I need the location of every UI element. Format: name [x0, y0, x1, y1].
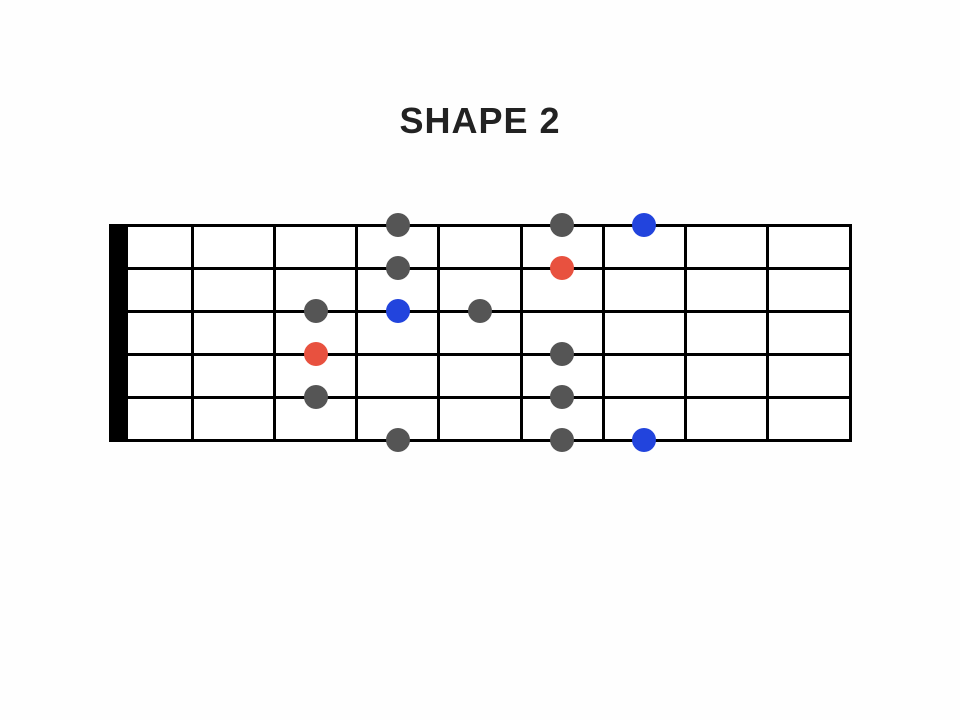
fret-line: [355, 224, 358, 442]
string-line: [110, 396, 850, 399]
string-line: [110, 224, 850, 227]
note-dot: [632, 428, 656, 452]
fret-line: [766, 224, 769, 442]
fret-line: [520, 224, 523, 442]
string-line: [110, 267, 850, 270]
note-dot: [468, 299, 492, 323]
note-dot: [386, 213, 410, 237]
string-line: [110, 353, 850, 356]
fret-line: [849, 224, 852, 442]
note-dot: [550, 428, 574, 452]
note-dot: [550, 385, 574, 409]
fret-line: [273, 224, 276, 442]
string-line: [110, 439, 850, 442]
note-dot: [550, 256, 574, 280]
diagram-title: SHAPE 2: [0, 100, 960, 142]
note-dot: [386, 299, 410, 323]
note-dot: [632, 213, 656, 237]
note-dot: [304, 342, 328, 366]
note-dot: [386, 256, 410, 280]
fret-line: [602, 224, 605, 442]
fret-line: [109, 224, 112, 442]
fret-line: [437, 224, 440, 442]
fret-line: [684, 224, 687, 442]
fret-line: [191, 224, 194, 442]
note-dot: [386, 428, 410, 452]
fretboard-diagram: [110, 225, 850, 440]
note-dot: [304, 299, 328, 323]
fretboard-nut: [110, 224, 128, 442]
note-dot: [304, 385, 328, 409]
note-dot: [550, 342, 574, 366]
note-dot: [550, 213, 574, 237]
page-root: SHAPE 2: [0, 0, 960, 720]
